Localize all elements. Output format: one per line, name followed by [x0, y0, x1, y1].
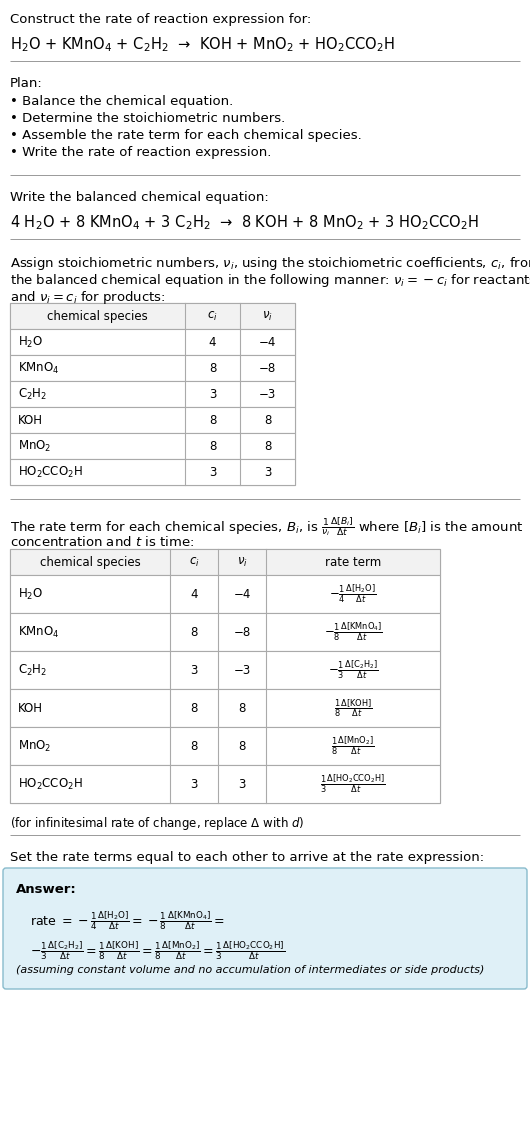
- Text: concentration and $t$ is time:: concentration and $t$ is time:: [10, 535, 194, 549]
- Text: $\frac{1}{8}\frac{\Delta[\mathrm{MnO_2}]}{\Delta t}$: $\frac{1}{8}\frac{\Delta[\mathrm{MnO_2}]…: [331, 735, 375, 757]
- Text: Plan:: Plan:: [10, 77, 43, 90]
- Text: 4: 4: [190, 587, 198, 601]
- Text: and $\nu_i = c_i$ for products:: and $\nu_i = c_i$ for products:: [10, 289, 165, 306]
- Text: −3: −3: [233, 663, 251, 676]
- Text: H$_2$O + KMnO$_4$ + C$_2$H$_2$  →  KOH + MnO$_2$ + HO$_2$CCO$_2$H: H$_2$O + KMnO$_4$ + C$_2$H$_2$ → KOH + M…: [10, 35, 395, 53]
- Text: MnO$_2$: MnO$_2$: [18, 438, 51, 454]
- Bar: [10, 303, 295, 485]
- Text: HO$_2$CCO$_2$H: HO$_2$CCO$_2$H: [18, 464, 83, 479]
- Text: MnO$_2$: MnO$_2$: [18, 739, 51, 753]
- Text: $-\frac{1}{4}\frac{\Delta[\mathrm{H_2O}]}{\Delta t}$: $-\frac{1}{4}\frac{\Delta[\mathrm{H_2O}]…: [329, 583, 377, 605]
- Text: 8: 8: [209, 439, 216, 453]
- Text: 4: 4: [209, 336, 216, 348]
- Text: 8: 8: [190, 626, 198, 638]
- Text: 8: 8: [209, 362, 216, 374]
- Text: rate $= -\frac{1}{4}\frac{\Delta[\mathrm{H_2O}]}{\Delta t} = -\frac{1}{8}\frac{\: rate $= -\frac{1}{4}\frac{\Delta[\mathrm…: [30, 909, 225, 932]
- Text: • Write the rate of reaction expression.: • Write the rate of reaction expression.: [10, 146, 271, 159]
- Text: The rate term for each chemical species, $B_i$, is $\frac{1}{\nu_i}\frac{\Delta[: The rate term for each chemical species,…: [10, 516, 524, 538]
- Text: 3: 3: [209, 388, 216, 401]
- Text: (assuming constant volume and no accumulation of intermediates or side products): (assuming constant volume and no accumul…: [16, 965, 484, 975]
- Bar: [10, 549, 440, 803]
- Text: rate term: rate term: [325, 555, 381, 569]
- Text: 8: 8: [264, 439, 271, 453]
- Text: $-\frac{1}{3}\frac{\Delta[\mathrm{C_2H_2}]}{\Delta t}$: $-\frac{1}{3}\frac{\Delta[\mathrm{C_2H_2…: [328, 659, 378, 682]
- Text: −3: −3: [259, 388, 276, 401]
- Text: $\nu_i$: $\nu_i$: [262, 310, 273, 322]
- Text: • Balance the chemical equation.: • Balance the chemical equation.: [10, 94, 233, 108]
- Text: • Determine the stoichiometric numbers.: • Determine the stoichiometric numbers.: [10, 112, 285, 125]
- Text: 4 H$_2$O + 8 KMnO$_4$ + 3 C$_2$H$_2$  →  8 KOH + 8 MnO$_2$ + 3 HO$_2$CCO$_2$H: 4 H$_2$O + 8 KMnO$_4$ + 3 C$_2$H$_2$ → 8…: [10, 213, 479, 232]
- Text: 3: 3: [190, 663, 198, 676]
- Text: $\frac{1}{8}\frac{\Delta[\mathrm{KOH}]}{\Delta t}$: $\frac{1}{8}\frac{\Delta[\mathrm{KOH}]}{…: [333, 698, 373, 719]
- Bar: [10, 329, 295, 355]
- Text: • Assemble the rate term for each chemical species.: • Assemble the rate term for each chemic…: [10, 129, 362, 142]
- Text: KOH: KOH: [18, 701, 43, 715]
- Text: 8: 8: [190, 740, 198, 752]
- Bar: [10, 651, 440, 688]
- Text: Set the rate terms equal to each other to arrive at the rate expression:: Set the rate terms equal to each other t…: [10, 851, 484, 864]
- Text: 8: 8: [209, 413, 216, 427]
- Bar: [10, 381, 295, 407]
- Text: KMnO$_4$: KMnO$_4$: [18, 625, 59, 640]
- Text: −8: −8: [233, 626, 251, 638]
- Text: −4: −4: [233, 587, 251, 601]
- Bar: [10, 407, 295, 432]
- Text: −8: −8: [259, 362, 276, 374]
- Text: KOH: KOH: [18, 413, 43, 427]
- Bar: [10, 575, 440, 613]
- Text: $-\frac{1}{8}\frac{\Delta[\mathrm{KMnO_4}]}{\Delta t}$: $-\frac{1}{8}\frac{\Delta[\mathrm{KMnO_4…: [324, 620, 382, 643]
- FancyBboxPatch shape: [3, 868, 527, 989]
- Bar: [10, 355, 295, 381]
- Text: the balanced chemical equation in the following manner: $\nu_i = -c_i$ for react: the balanced chemical equation in the fo…: [10, 272, 530, 289]
- Text: 8: 8: [238, 740, 246, 752]
- Text: 8: 8: [264, 413, 271, 427]
- Text: $c_i$: $c_i$: [189, 555, 199, 569]
- Bar: [10, 303, 295, 329]
- Text: Assign stoichiometric numbers, $\nu_i$, using the stoichiometric coefficients, $: Assign stoichiometric numbers, $\nu_i$, …: [10, 255, 530, 272]
- Text: Answer:: Answer:: [16, 883, 77, 896]
- Text: $c_i$: $c_i$: [207, 310, 218, 322]
- Bar: [10, 459, 295, 485]
- Bar: [10, 688, 440, 727]
- Text: $\nu_i$: $\nu_i$: [236, 555, 248, 569]
- Text: chemical species: chemical species: [47, 310, 148, 322]
- Text: 3: 3: [190, 777, 198, 791]
- Text: 3: 3: [264, 465, 271, 478]
- Text: 3: 3: [238, 777, 246, 791]
- Text: 8: 8: [238, 701, 246, 715]
- Text: $\frac{1}{3}\frac{\Delta[\mathrm{HO_2CCO_2H}]}{\Delta t}$: $\frac{1}{3}\frac{\Delta[\mathrm{HO_2CCO…: [320, 773, 386, 795]
- Text: Write the balanced chemical equation:: Write the balanced chemical equation:: [10, 191, 269, 204]
- Text: 8: 8: [190, 701, 198, 715]
- Text: KMnO$_4$: KMnO$_4$: [18, 361, 59, 376]
- Bar: [10, 613, 440, 651]
- Text: Construct the rate of reaction expression for:: Construct the rate of reaction expressio…: [10, 13, 311, 26]
- Text: $-\frac{1}{3}\frac{\Delta[\mathrm{C_2H_2}]}{\Delta t} = \frac{1}{8}\frac{\Delta[: $-\frac{1}{3}\frac{\Delta[\mathrm{C_2H_2…: [30, 939, 285, 962]
- Text: H$_2$O: H$_2$O: [18, 335, 43, 349]
- Text: H$_2$O: H$_2$O: [18, 586, 43, 602]
- Bar: [10, 432, 295, 459]
- Bar: [10, 727, 440, 765]
- Text: HO$_2$CCO$_2$H: HO$_2$CCO$_2$H: [18, 776, 83, 792]
- Text: −4: −4: [259, 336, 276, 348]
- Bar: [10, 549, 440, 575]
- Text: chemical species: chemical species: [40, 555, 140, 569]
- Text: (for infinitesimal rate of change, replace Δ with $d$): (for infinitesimal rate of change, repla…: [10, 815, 304, 832]
- Text: C$_2$H$_2$: C$_2$H$_2$: [18, 662, 47, 677]
- Bar: [10, 765, 440, 803]
- Text: 3: 3: [209, 465, 216, 478]
- Text: C$_2$H$_2$: C$_2$H$_2$: [18, 387, 47, 402]
